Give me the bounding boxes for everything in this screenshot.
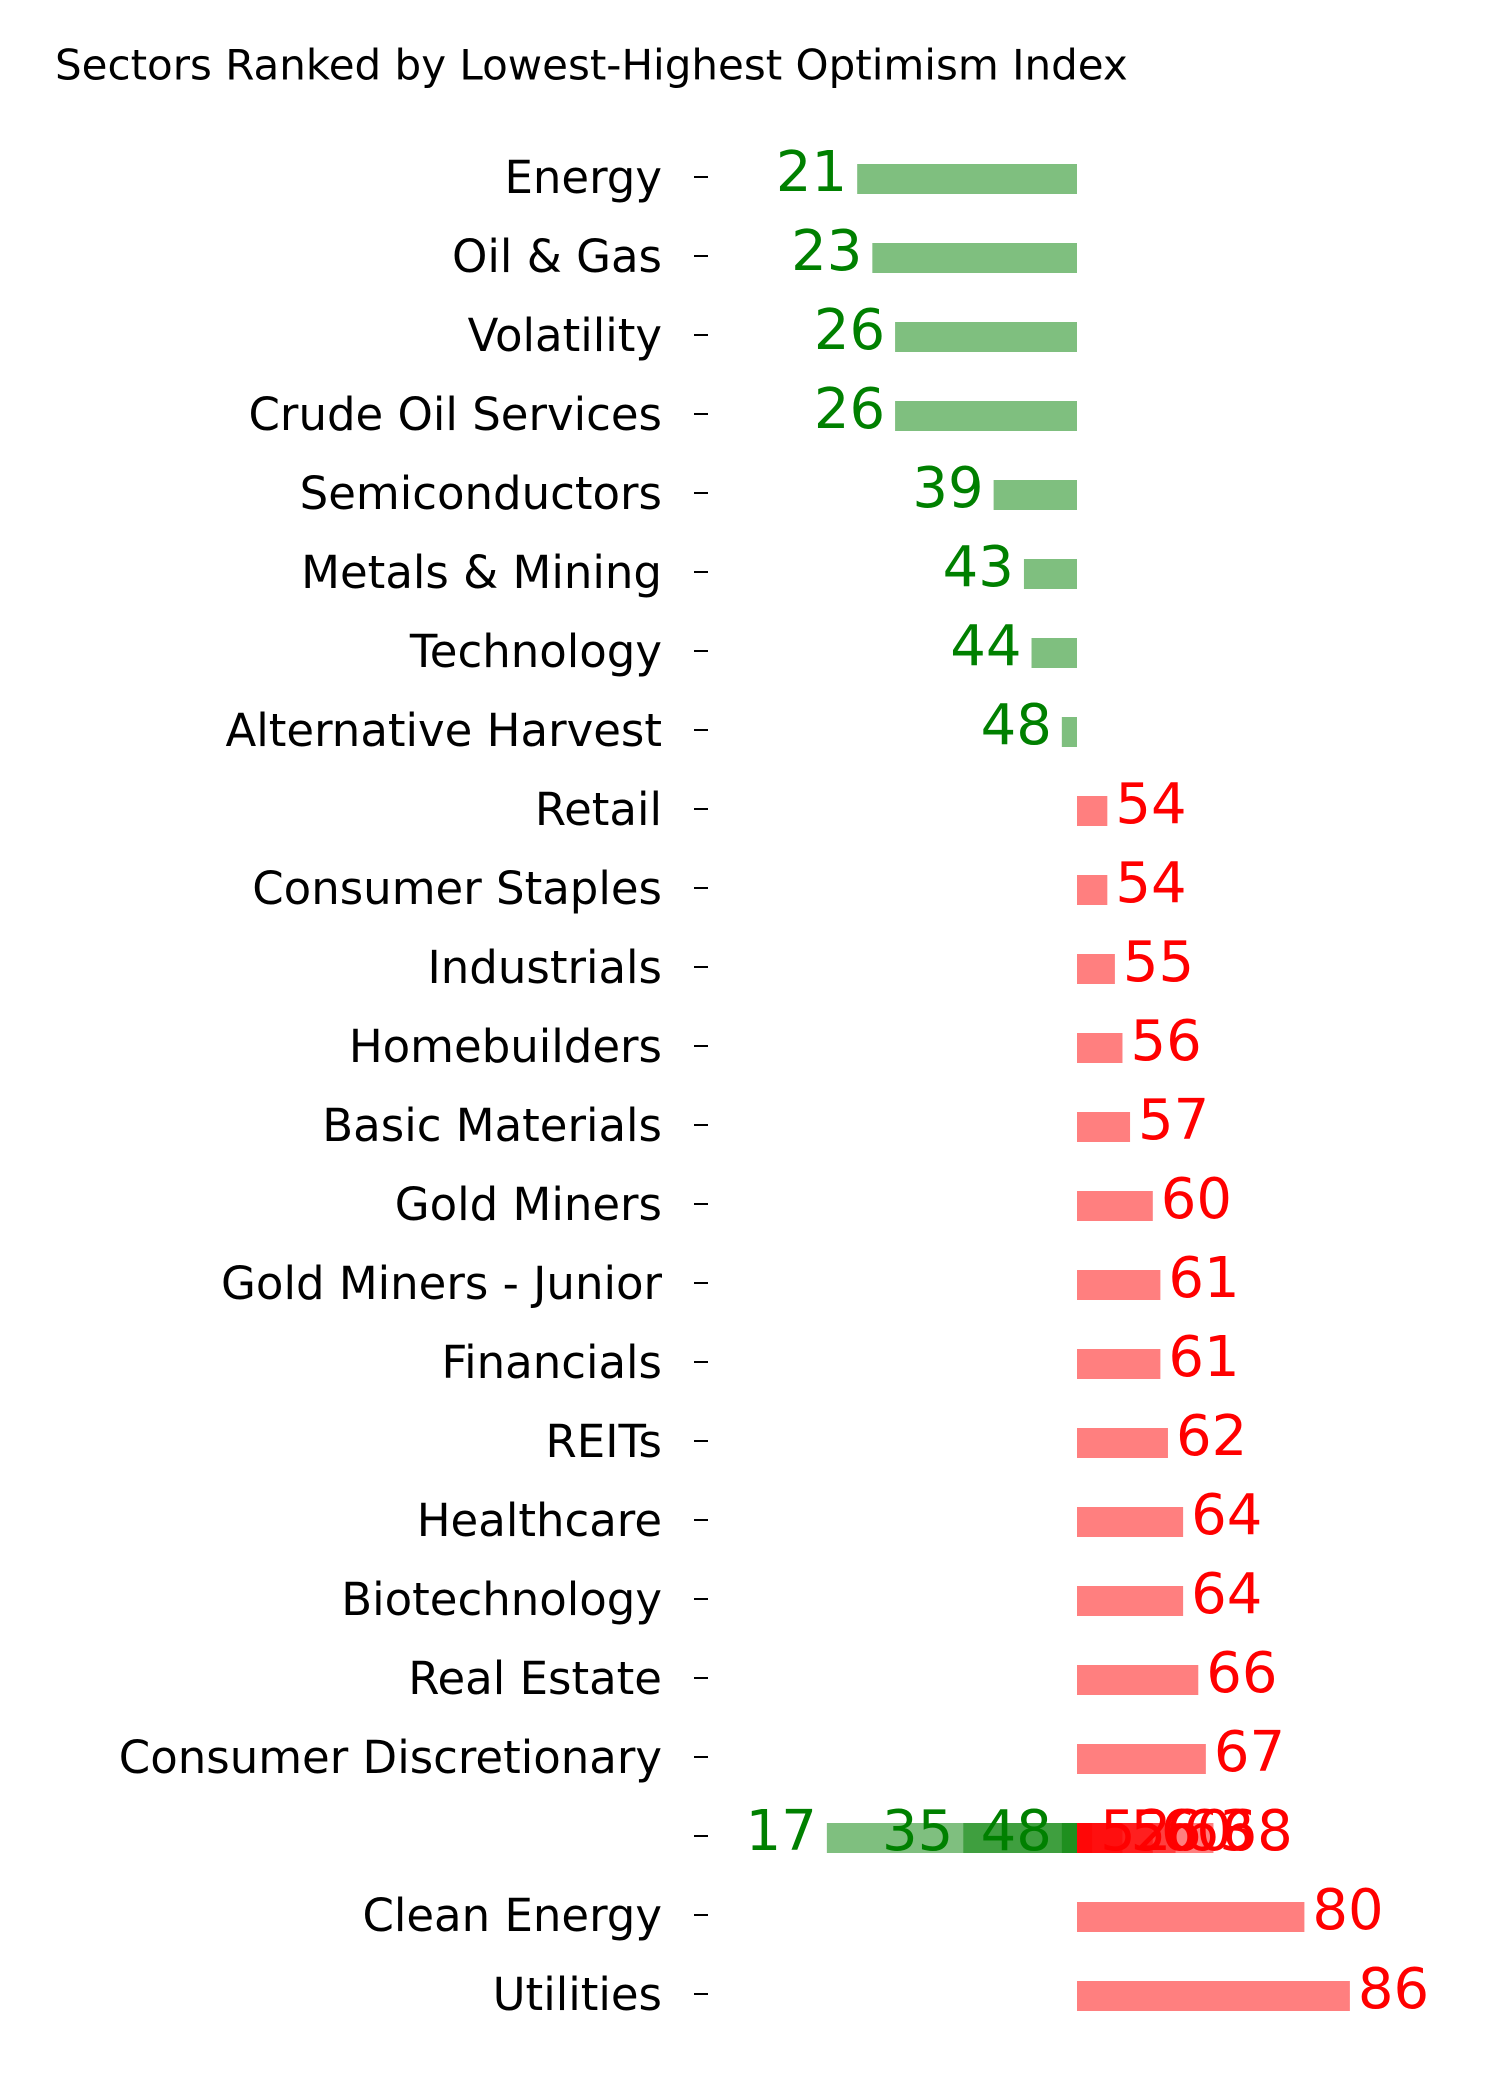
bar — [963, 1823, 1077, 1853]
y-tick-label: Alternative Harvest — [225, 704, 662, 757]
value-label: 60 — [1161, 1167, 1232, 1232]
y-tick-label: Crude Oil Services — [249, 388, 662, 441]
value-label: 64 — [1191, 1562, 1262, 1627]
y-tick-label: Industrials — [428, 941, 663, 994]
bar — [993, 480, 1077, 510]
y-tick-label: Gold Miners — [395, 1178, 662, 1231]
bar — [1077, 954, 1115, 984]
y-tick-label: Oil & Gas — [452, 230, 662, 283]
value-label: 26 — [814, 298, 885, 363]
value-label: 43 — [943, 535, 1014, 600]
bar — [895, 401, 1077, 431]
value-label: 48 — [981, 693, 1052, 758]
y-tick-label: Homebuilders — [349, 1020, 662, 1073]
y-tick-label: Retail — [535, 783, 662, 836]
value-label: 57 — [1138, 1088, 1209, 1153]
y-tick-label: Healthcare — [417, 1494, 662, 1547]
bar — [1077, 1981, 1350, 2011]
value-label: 44 — [950, 614, 1021, 679]
value-label: 80 — [1312, 1878, 1383, 1943]
bar — [1077, 1033, 1123, 1063]
value-label: 55 — [1123, 930, 1194, 995]
value-label: 26 — [814, 377, 885, 442]
y-tick-label: Consumer Discretionary — [119, 1731, 662, 1784]
bar — [1061, 717, 1077, 747]
y-tick-label: Metals & Mining — [301, 546, 662, 599]
bar — [1077, 1586, 1184, 1616]
y-tick-label: Biotechnology — [341, 1573, 662, 1626]
bar — [1077, 1191, 1153, 1221]
bar — [1061, 1823, 1077, 1853]
value-label: 21 — [776, 140, 847, 205]
chart-title: Sectors Ranked by Lowest-Highest Optimis… — [55, 41, 1128, 90]
y-tick-label: REITs — [546, 1415, 662, 1468]
value-label: 61 — [1168, 1325, 1239, 1390]
y-tick-label: Gold Miners - Junior — [221, 1257, 662, 1310]
value-label: 54 — [1115, 851, 1186, 916]
bar — [1023, 559, 1077, 589]
value-label: 61 — [1168, 1246, 1239, 1311]
value-label: 17 — [746, 1799, 817, 1864]
y-tick-label: Energy — [504, 151, 662, 204]
value-label: 39 — [912, 456, 983, 521]
y-tick-label: Technology — [409, 625, 662, 678]
value-label: 66 — [1206, 1641, 1277, 1706]
bar — [1077, 1902, 1305, 1932]
bar — [1077, 1112, 1131, 1142]
value-label: 54 — [1115, 772, 1186, 837]
y-tick-label: Clean Energy — [362, 1889, 662, 1942]
value-label: 23 — [791, 219, 862, 284]
bar — [1077, 1270, 1161, 1300]
bar — [1077, 796, 1108, 826]
y-tick-label: Utilities — [493, 1968, 662, 2021]
bar — [1077, 1428, 1168, 1458]
y-tick-label: Volatility — [468, 309, 662, 362]
y-tick-label: Basic Materials — [322, 1099, 662, 1152]
bar — [895, 322, 1077, 352]
value-label: 48 — [981, 1799, 1052, 1864]
value-label: 68 — [1221, 1799, 1292, 1864]
value-label: 35 — [882, 1799, 953, 1864]
bar — [1077, 1507, 1184, 1537]
bar — [1077, 1823, 1214, 1853]
value-label: 67 — [1214, 1720, 1285, 1785]
bar — [1077, 1665, 1199, 1695]
bar — [1077, 875, 1108, 905]
bar — [872, 243, 1077, 273]
bar — [1031, 638, 1077, 668]
y-tick-label: Real Estate — [408, 1652, 662, 1705]
y-tick-label: Financials — [442, 1336, 663, 1389]
y-tick-label: Consumer Staples — [252, 862, 662, 915]
bar — [1077, 1744, 1206, 1774]
value-label: 62 — [1176, 1404, 1247, 1469]
value-label: 86 — [1358, 1957, 1429, 2022]
y-tick-label: Semiconductors — [300, 467, 662, 520]
bar — [857, 164, 1077, 194]
value-label: 64 — [1191, 1483, 1262, 1548]
bar — [1077, 1349, 1161, 1379]
value-label: 56 — [1130, 1009, 1201, 1074]
